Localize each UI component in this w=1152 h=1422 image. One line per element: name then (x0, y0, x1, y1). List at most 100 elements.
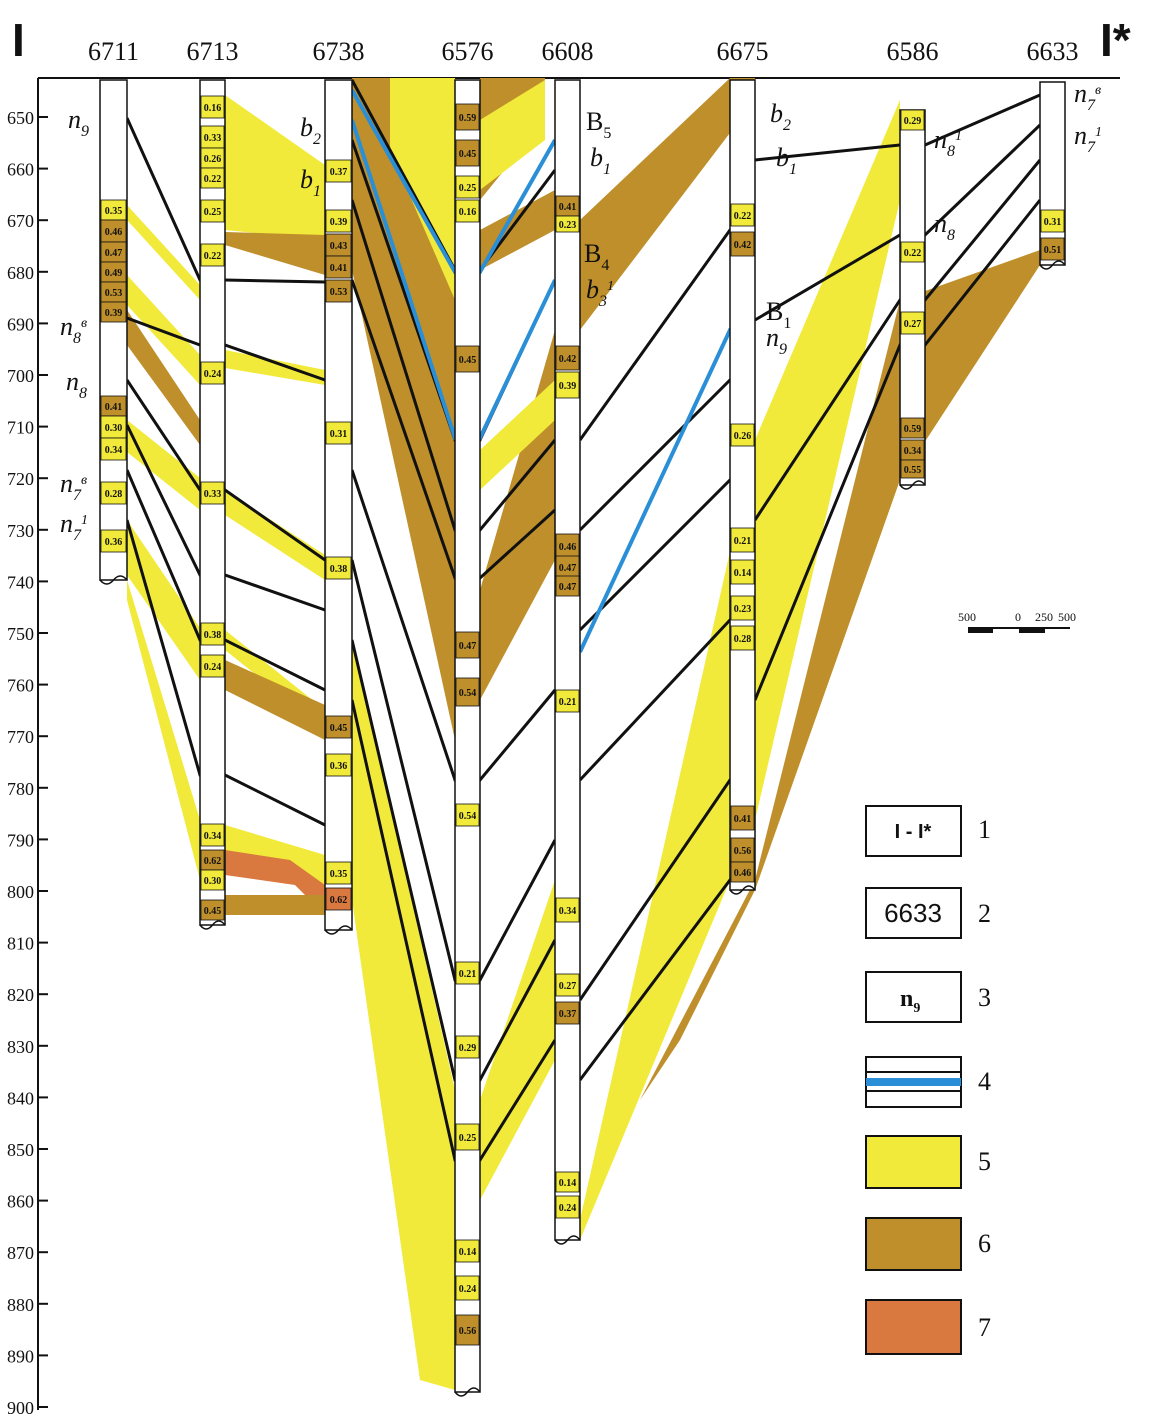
well-sample-value: 0.22 (204, 174, 222, 185)
horizon-label-n8: n8 (66, 367, 87, 402)
well-column (324, 79, 353, 931)
well-sample-value: 0.42 (734, 240, 752, 251)
well-sample-value: 0.47 (559, 563, 577, 574)
well-sample-value: 0.42 (559, 354, 577, 365)
horizon-label-b1-6675: b1 (776, 143, 797, 178)
sand-lens (127, 520, 200, 680)
well-sample-value: 0.26 (734, 431, 752, 442)
legend-swatch (865, 887, 962, 939)
well-sample-value: 0.62 (204, 856, 222, 867)
well-sample (1040, 237, 1065, 261)
well-sample (730, 805, 755, 831)
scale-bar-label: 250 (1035, 610, 1053, 624)
scale-bar-label: 500 (1058, 610, 1076, 624)
well-break (554, 1235, 581, 1245)
depth-tick-label: 660 (7, 160, 34, 180)
depth-tick-label: 770 (7, 727, 34, 747)
well-sample (730, 423, 755, 447)
well-break (1039, 260, 1066, 270)
depth-tick-label: 810 (7, 934, 34, 954)
well-sample-value: 0.26 (204, 154, 222, 165)
well-sample (200, 622, 225, 646)
horizon-label-n7v-6633: n7в (1074, 79, 1101, 114)
horizon-label-b2-6675: b2 (770, 99, 791, 134)
well-sample-value: 0.46 (105, 227, 123, 238)
well-sample-value: 0.27 (559, 981, 577, 992)
depth-tick-label: 850 (7, 1140, 34, 1160)
well-sample-value: 0.38 (330, 564, 348, 575)
well-sample (325, 753, 352, 777)
well-sample-value: 0.39 (559, 381, 577, 392)
legend-sample-text: 6633 (884, 898, 942, 928)
well-sample (200, 361, 225, 385)
well-sample-value: 0.47 (559, 582, 577, 593)
well-sample-value: 0.29 (904, 116, 922, 127)
clay-lens (225, 895, 325, 915)
scale-bar-segment (1019, 628, 1045, 633)
well-6738: 0.37 0.39 0.43 0.41 0.53 0.31 0.38 0.45 0.36 0.35… (324, 79, 353, 935)
legend-swatch (865, 1217, 962, 1271)
well-sample (455, 1314, 480, 1346)
well-sample (555, 897, 580, 923)
well-sample-value: 0.23 (559, 220, 577, 231)
well-sample-value: 0.27 (904, 319, 922, 330)
well-sample (200, 481, 225, 505)
well-sample-value: 0.22 (734, 211, 752, 222)
well-sample (100, 301, 127, 323)
well-sample-value: 0.41 (330, 263, 348, 274)
well-sample-value: 0.14 (559, 1178, 577, 1189)
well-sample (730, 595, 755, 621)
sand-lower-left (352, 640, 455, 1390)
horizon-label-b1-6608: b1 (590, 143, 611, 178)
well-sample (325, 209, 352, 233)
well-sample-value: 0.34 (204, 831, 222, 842)
depth-tick-label: 840 (7, 1088, 34, 1108)
well-sample (455, 803, 480, 827)
horizon-label-b1: b1 (300, 165, 321, 200)
sand-lower-right (480, 880, 555, 1200)
well-break (324, 925, 353, 935)
sand-lens (225, 490, 325, 580)
well-sample (455, 961, 480, 985)
depth-tick-label: 870 (7, 1243, 34, 1263)
legend-number: 1 (978, 815, 991, 844)
well-header-6675: 6675 (717, 37, 769, 66)
well-sample (455, 175, 480, 199)
clay-lens (225, 232, 325, 275)
horizon-label-b31: b31 (586, 275, 614, 310)
horizon-label-B4: B4 (584, 239, 609, 274)
legend-number: 3 (978, 983, 991, 1012)
depth-axis: 650 660 670 680 690 700 710 720 730 740 750 760 770 7… (7, 78, 48, 1418)
well-sample-value: 0.47 (105, 248, 123, 259)
well-sample-value: 0.22 (204, 251, 222, 262)
section-start-marker: I (12, 14, 25, 66)
legend-item-3: n9 3 (865, 971, 991, 1023)
depth-tick-label: 710 (7, 418, 34, 438)
well-sample-value: 0.21 (559, 697, 577, 708)
well-sample (555, 575, 580, 597)
well-sample-value: 0.29 (459, 1043, 477, 1054)
well-sample-value: 0.56 (734, 846, 752, 857)
well-sample-value: 0.25 (459, 1133, 477, 1144)
legend-sample-text: n9 (900, 986, 920, 1016)
well-sample-value: 0.34 (105, 445, 123, 456)
well-column (1039, 81, 1066, 266)
well-sample (730, 231, 755, 257)
well-break (454, 1387, 481, 1397)
depth-tick-label: 730 (7, 521, 34, 541)
well-sample-value: 0.45 (204, 906, 222, 917)
depth-tick-label: 790 (7, 830, 34, 850)
clay-lens (127, 310, 200, 445)
legend-number: 7 (978, 1313, 991, 1342)
well-sample-value: 0.33 (204, 489, 222, 500)
clay-lens (225, 660, 325, 740)
sand-lens (225, 95, 325, 240)
well-sample-value: 0.31 (330, 429, 348, 440)
legend-number: 5 (978, 1147, 991, 1176)
depth-tick-label: 760 (7, 676, 34, 696)
well-header-6586: 6586 (887, 37, 939, 66)
depth-tick-label: 690 (7, 314, 34, 334)
well-sample-value: 0.21 (459, 969, 477, 980)
horizon-label-n71-6633: n71 (1074, 121, 1102, 156)
